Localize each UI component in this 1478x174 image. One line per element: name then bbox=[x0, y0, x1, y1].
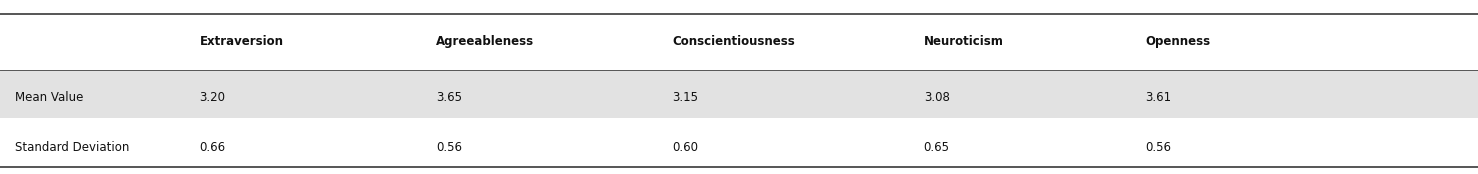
Text: 3.15: 3.15 bbox=[672, 91, 699, 104]
Text: Mean Value: Mean Value bbox=[15, 91, 83, 104]
Text: Openness: Openness bbox=[1145, 35, 1210, 48]
Text: 0.66: 0.66 bbox=[200, 141, 226, 154]
Text: Extraversion: Extraversion bbox=[200, 35, 284, 48]
Text: Conscientiousness: Conscientiousness bbox=[672, 35, 795, 48]
Text: 3.20: 3.20 bbox=[200, 91, 226, 104]
Text: 0.60: 0.60 bbox=[672, 141, 699, 154]
Text: Neuroticism: Neuroticism bbox=[924, 35, 1004, 48]
Text: 0.65: 0.65 bbox=[924, 141, 950, 154]
Text: 3.61: 3.61 bbox=[1145, 91, 1172, 104]
Text: Agreeableness: Agreeableness bbox=[436, 35, 534, 48]
Text: 3.65: 3.65 bbox=[436, 91, 463, 104]
Text: 0.56: 0.56 bbox=[436, 141, 463, 154]
Bar bbox=[0, 70, 1478, 118]
Text: Standard Deviation: Standard Deviation bbox=[15, 141, 129, 154]
Bar bbox=[0, 118, 1478, 167]
Text: 0.56: 0.56 bbox=[1145, 141, 1172, 154]
Text: 3.08: 3.08 bbox=[924, 91, 950, 104]
